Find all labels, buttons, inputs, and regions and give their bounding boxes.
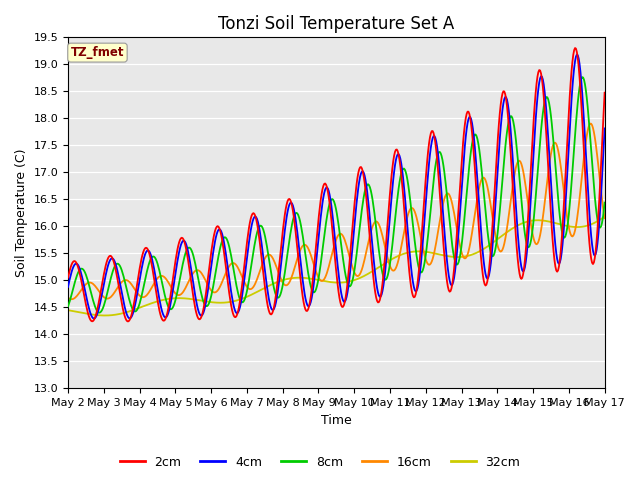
8cm [64, 303, 72, 309]
8cm [203, 303, 211, 309]
Line: 16cm: 16cm [68, 123, 605, 299]
32cm [64, 307, 72, 313]
16cm [308, 255, 316, 261]
2cm [601, 90, 609, 96]
32cm [308, 276, 316, 282]
2cm [381, 252, 389, 258]
X-axis label: Time: Time [321, 414, 352, 427]
4cm [573, 52, 580, 58]
32cm [601, 214, 609, 219]
16cm [586, 120, 594, 126]
2cm [572, 45, 579, 51]
8cm [579, 74, 586, 80]
8cm [469, 136, 477, 142]
4cm [424, 181, 431, 187]
Line: 2cm: 2cm [68, 48, 605, 322]
Title: Tonzi Soil Temperature Set A: Tonzi Soil Temperature Set A [218, 15, 454, 33]
32cm [160, 297, 168, 302]
4cm [160, 313, 168, 319]
4cm [469, 126, 477, 132]
8cm [308, 287, 316, 292]
16cm [64, 295, 72, 300]
32cm [101, 312, 109, 318]
2cm [308, 287, 316, 292]
16cm [160, 274, 168, 280]
4cm [381, 269, 389, 275]
Text: TZ_fmet: TZ_fmet [70, 46, 124, 59]
32cm [469, 252, 477, 257]
4cm [203, 294, 211, 300]
4cm [64, 284, 72, 290]
Line: 8cm: 8cm [68, 77, 605, 312]
Line: 4cm: 4cm [68, 55, 605, 319]
2cm [469, 140, 477, 145]
32cm [203, 299, 211, 304]
16cm [203, 280, 211, 286]
2cm [160, 318, 168, 324]
8cm [95, 310, 103, 315]
8cm [381, 277, 389, 283]
Y-axis label: Soil Temperature (C): Soil Temperature (C) [15, 149, 28, 277]
8cm [601, 200, 609, 205]
8cm [160, 288, 168, 294]
8cm [424, 240, 431, 246]
16cm [424, 260, 431, 266]
4cm [601, 126, 609, 132]
Legend: 2cm, 4cm, 8cm, 16cm, 32cm: 2cm, 4cm, 8cm, 16cm, 32cm [115, 451, 525, 474]
4cm [90, 316, 98, 322]
16cm [469, 224, 477, 230]
4cm [308, 295, 316, 301]
32cm [424, 249, 431, 255]
2cm [424, 157, 431, 163]
Line: 32cm: 32cm [68, 216, 605, 315]
2cm [64, 275, 72, 280]
16cm [68, 296, 76, 302]
2cm [124, 319, 132, 324]
2cm [203, 284, 211, 289]
32cm [381, 260, 389, 266]
16cm [381, 245, 389, 251]
16cm [601, 216, 609, 221]
